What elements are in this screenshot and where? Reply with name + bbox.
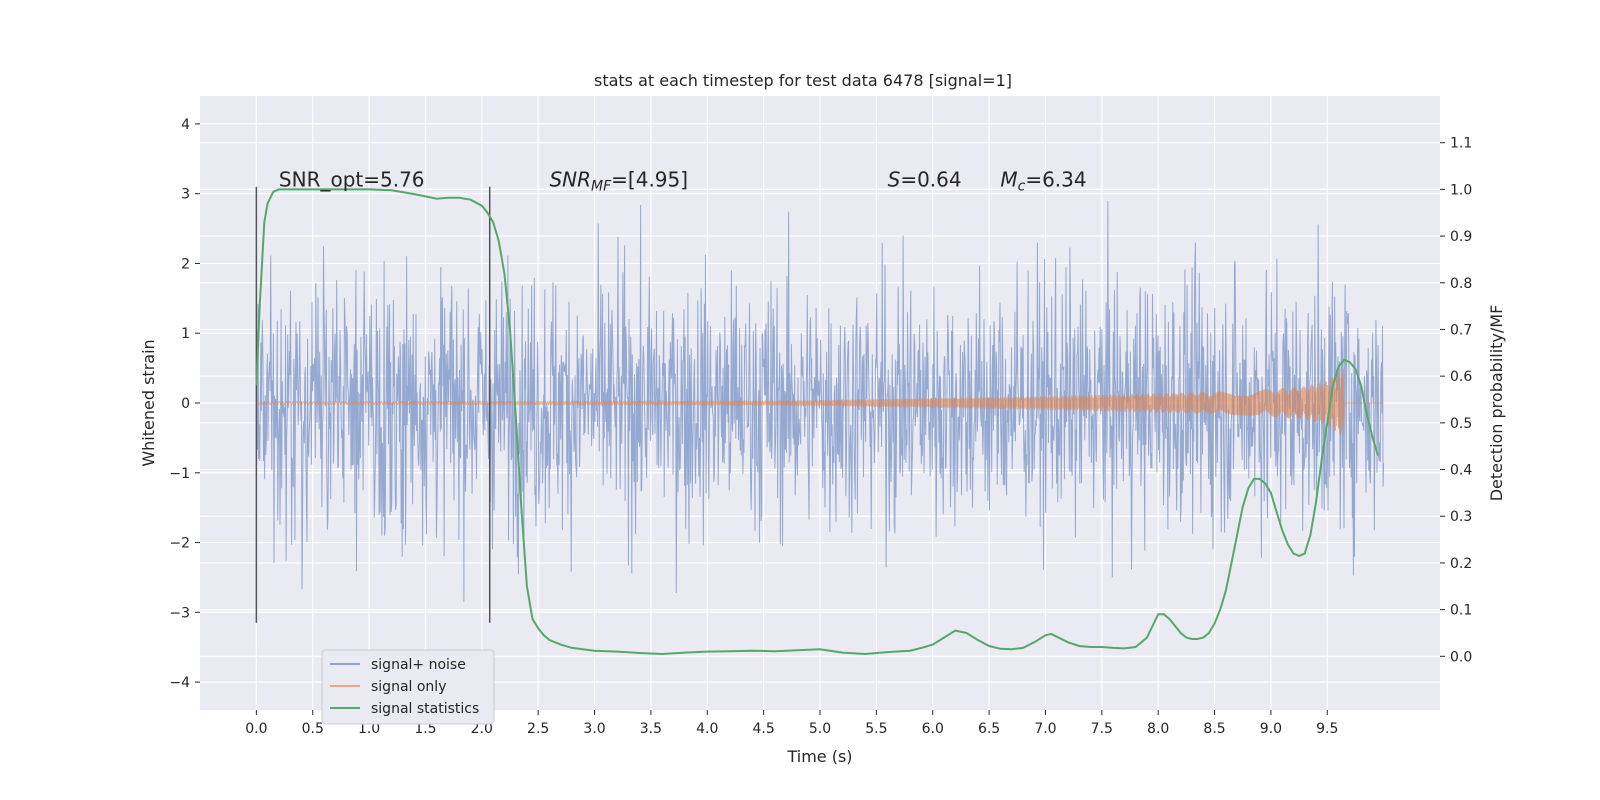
y-tick-label: 0 <box>181 396 190 412</box>
x-tick-label: 9.0 <box>1260 721 1282 737</box>
x-tick-label: 1.5 <box>414 721 436 737</box>
series-signal-statistics <box>255 188 1379 656</box>
x-tick-label: 4.0 <box>696 721 718 737</box>
x-tick-label: 6.5 <box>978 721 1000 737</box>
y2-tick-label: 1.1 <box>1450 136 1472 152</box>
y-tick-label: −4 <box>169 675 190 691</box>
y2-axis-label: Detection probability/MF <box>1487 305 1506 502</box>
x-tick-label: 3.5 <box>640 721 662 737</box>
x-tick-label: 6.0 <box>922 721 944 737</box>
legend-label: signal statistics <box>371 701 479 717</box>
legend-label: signal only <box>371 679 446 695</box>
y2-tick-label: 0.3 <box>1450 509 1472 525</box>
x-tick-label: 9.5 <box>1316 721 1338 737</box>
y2-tick-label: 0.2 <box>1450 556 1472 572</box>
x-tick-label: 5.0 <box>809 721 831 737</box>
y-tick-label: 4 <box>181 117 190 133</box>
x-tick-label: 1.0 <box>358 721 380 737</box>
y2-axis-ticks: 0.0 0.1 0.2 0.3 0.4 0.5 0.6 0.7 0.8 0.9 1.0 1.1 <box>1440 136 1472 665</box>
y-axis-label: Whitened strain <box>139 339 158 466</box>
y-tick-label: 2 <box>181 256 190 272</box>
y-tick-label: −3 <box>169 605 190 621</box>
y-tick-label: 3 <box>181 187 190 203</box>
y2-tick-label: 0.7 <box>1450 322 1472 338</box>
x-tick-label: 2.0 <box>471 721 493 737</box>
y2-tick-label: 0.1 <box>1450 603 1472 619</box>
y2-tick-label: 0.6 <box>1450 369 1472 385</box>
y2-tick-label: 0.9 <box>1450 229 1472 245</box>
x-axis-label: Time (s) <box>786 747 852 766</box>
y-tick-label: 1 <box>181 326 190 342</box>
series-signal-only <box>255 368 1384 436</box>
chart-title: stats at each timestep for test data 647… <box>594 71 1012 90</box>
annotation-text: SNRMF=[4.95] <box>549 168 688 195</box>
signal-trace <box>255 368 1384 436</box>
x-tick-label: 8.0 <box>1147 721 1169 737</box>
x-tick-label: 7.5 <box>1091 721 1113 737</box>
x-tick-label: 0.5 <box>302 721 324 737</box>
annotation-text: S=0.64 <box>888 168 962 192</box>
chart-legend: signal+ noise signal only signal statistic… <box>321 649 495 725</box>
x-tick-label: 8.5 <box>1203 721 1225 737</box>
legend-label: signal+ noise <box>371 657 466 673</box>
x-tick-label: 3.0 <box>583 721 605 737</box>
y-tick-label: −2 <box>169 536 190 552</box>
y2-tick-label: 0.5 <box>1450 416 1472 432</box>
x-tick-label: 0.0 <box>245 721 267 737</box>
x-tick-label: 7.0 <box>1034 721 1056 737</box>
legend-box <box>321 649 495 725</box>
statistics-line <box>255 188 1379 656</box>
x-tick-label: 2.5 <box>527 721 549 737</box>
y2-tick-label: 1.0 <box>1450 182 1472 198</box>
y-tick-label: −1 <box>169 466 190 482</box>
annotation-text: SNR_opt=5.76 <box>279 168 425 192</box>
chart-annotations: SNR_opt=5.76 SNRMF=[4.95] S=0.64 Mc=6.34 <box>279 168 1087 195</box>
y2-tick-label: 0.8 <box>1450 276 1472 292</box>
x-tick-label: 5.5 <box>865 721 887 737</box>
x-tick-label: 4.5 <box>753 721 775 737</box>
noise-trace <box>255 201 1385 603</box>
annotation-text: Mc=6.34 <box>1000 168 1086 195</box>
y-axis-ticks: −4 −3 −2 −1 0 1 2 3 4 <box>169 117 200 691</box>
y2-tick-label: 0.4 <box>1450 463 1472 479</box>
y2-tick-label: 0.0 <box>1450 649 1472 665</box>
x-axis-ticks: 0.0 0.5 1.0 1.5 2.0 2.5 3.0 3.5 4.0 4.5 5.0 5.5 6.0 6… <box>245 710 1338 737</box>
vertical-markers <box>255 186 491 623</box>
series-signal-plus-noise <box>255 201 1385 603</box>
